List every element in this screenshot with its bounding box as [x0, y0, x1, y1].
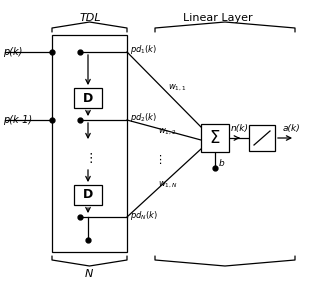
Text: $\vdots$: $\vdots$: [154, 153, 162, 167]
Bar: [74, 185, 102, 205]
Text: $pd_1(k)$: $pd_1(k)$: [130, 44, 157, 57]
Text: $w_{1,2}$: $w_{1,2}$: [158, 127, 177, 137]
Text: $\vdots$: $\vdots$: [84, 151, 92, 165]
Bar: [74, 88, 102, 108]
Text: Σ: Σ: [210, 129, 220, 147]
Text: D: D: [83, 91, 93, 105]
Bar: [201, 124, 229, 152]
Text: $pd_2(k)$: $pd_2(k)$: [130, 111, 157, 125]
Bar: [52, 35, 127, 252]
Text: N: N: [85, 269, 93, 279]
Text: n(k): n(k): [231, 125, 249, 134]
Text: b: b: [219, 159, 225, 168]
Text: $pd_N(k)$: $pd_N(k)$: [130, 209, 158, 221]
Text: $w_{1,1}$: $w_{1,1}$: [168, 83, 187, 93]
Text: $w_{1,N}$: $w_{1,N}$: [158, 180, 178, 190]
Bar: [249, 125, 275, 151]
Text: p(k): p(k): [3, 47, 22, 57]
Text: TDL: TDL: [79, 13, 101, 23]
Text: Linear Layer: Linear Layer: [183, 13, 253, 23]
Text: a(k): a(k): [283, 125, 301, 134]
Text: D: D: [83, 189, 93, 201]
Text: p(k-1): p(k-1): [3, 115, 32, 125]
